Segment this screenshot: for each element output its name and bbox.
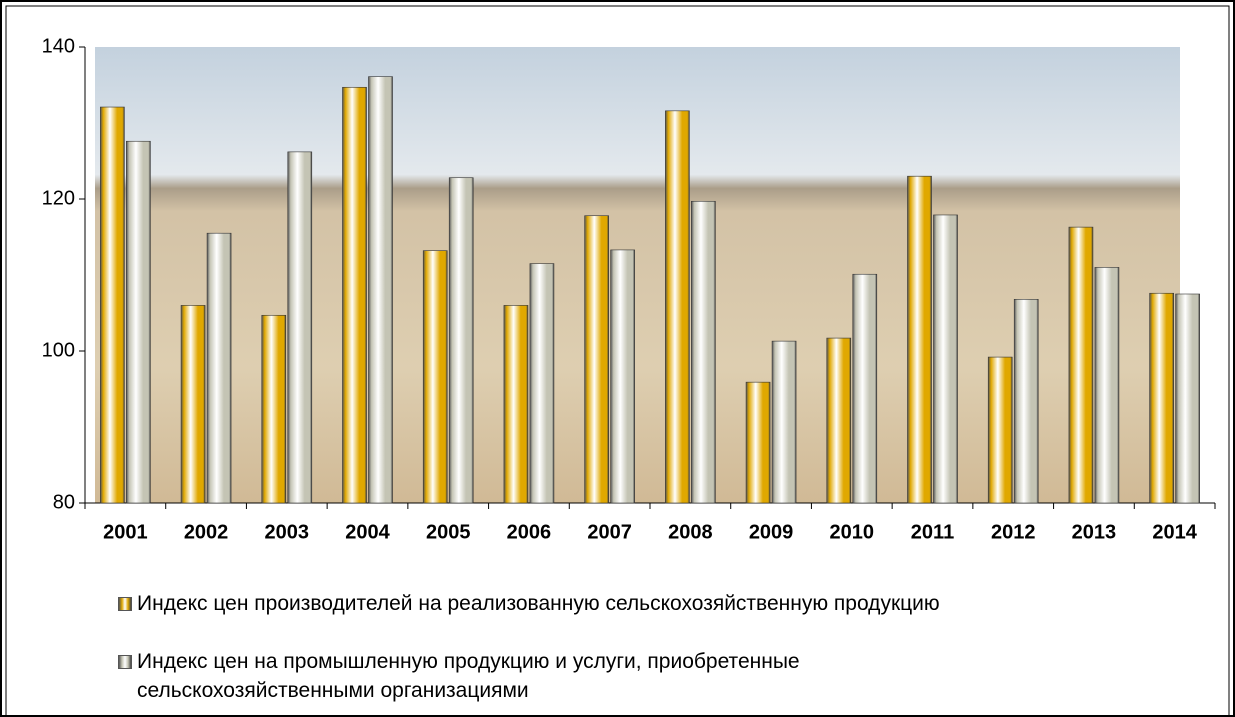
bar bbox=[342, 86, 367, 504]
legend-swatch bbox=[118, 655, 132, 669]
x-tick-label: 2003 bbox=[265, 521, 310, 543]
bar bbox=[1094, 267, 1120, 504]
x-tick-label: 2013 bbox=[1072, 521, 1117, 543]
bar bbox=[448, 177, 474, 504]
x-tick-label: 2014 bbox=[1152, 521, 1197, 543]
bar bbox=[933, 214, 958, 504]
bar bbox=[987, 356, 1013, 504]
bar bbox=[1149, 292, 1174, 504]
bar bbox=[287, 151, 313, 504]
bar bbox=[826, 337, 852, 504]
bar bbox=[422, 250, 448, 504]
y-tick-label: 120 bbox=[42, 187, 75, 209]
bar bbox=[1068, 226, 1094, 504]
y-tick-label: 80 bbox=[53, 491, 75, 513]
legend-label: Индекс цен производителей на реализованн… bbox=[137, 592, 940, 615]
x-tick-label: 2012 bbox=[991, 521, 1036, 543]
x-tick-label: 2010 bbox=[830, 521, 875, 543]
bar bbox=[126, 140, 151, 504]
legend-entry: Индекс цен на промышленную продукцию и у… bbox=[118, 647, 997, 705]
bar bbox=[771, 340, 797, 504]
legend-entry: Индекс цен производителей на реализованн… bbox=[118, 589, 997, 618]
bar bbox=[503, 305, 529, 504]
x-tick-label: 2008 bbox=[668, 521, 713, 543]
bar bbox=[529, 263, 555, 504]
legend-label: Индекс цен на промышленную продукцию и у… bbox=[137, 650, 800, 702]
bar bbox=[665, 110, 690, 504]
bar bbox=[1175, 293, 1200, 504]
x-tick-label: 2001 bbox=[103, 521, 148, 543]
x-tick-label: 2002 bbox=[184, 521, 229, 543]
bar bbox=[907, 175, 932, 504]
bar bbox=[691, 200, 716, 504]
inner-border bbox=[5, 5, 1230, 717]
x-tick-label: 2004 bbox=[345, 521, 390, 543]
x-tick-label: 2007 bbox=[587, 521, 632, 543]
bar bbox=[852, 273, 878, 504]
y-tick-label: 100 bbox=[42, 339, 75, 361]
x-tick-label: 2005 bbox=[426, 521, 471, 543]
y-tick-label: 140 bbox=[42, 35, 75, 57]
bar bbox=[745, 381, 771, 504]
x-tick-label: 2011 bbox=[911, 521, 954, 543]
x-tick-label: 2009 bbox=[749, 521, 794, 543]
x-tick-label: 2006 bbox=[507, 521, 552, 543]
bar bbox=[1013, 299, 1039, 504]
bar bbox=[368, 76, 393, 504]
bar bbox=[610, 249, 635, 504]
bar bbox=[206, 232, 232, 504]
bar bbox=[261, 314, 287, 504]
legend-swatch bbox=[118, 597, 132, 611]
bar bbox=[584, 215, 609, 504]
bar bbox=[180, 305, 206, 504]
bar bbox=[100, 106, 125, 504]
